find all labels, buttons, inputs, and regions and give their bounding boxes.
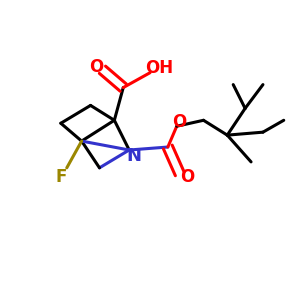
Text: N: N	[126, 147, 141, 165]
Text: O: O	[172, 113, 187, 131]
Text: O: O	[89, 58, 103, 76]
Text: OH: OH	[145, 59, 173, 77]
Text: O: O	[180, 168, 194, 186]
Text: F: F	[55, 168, 67, 186]
